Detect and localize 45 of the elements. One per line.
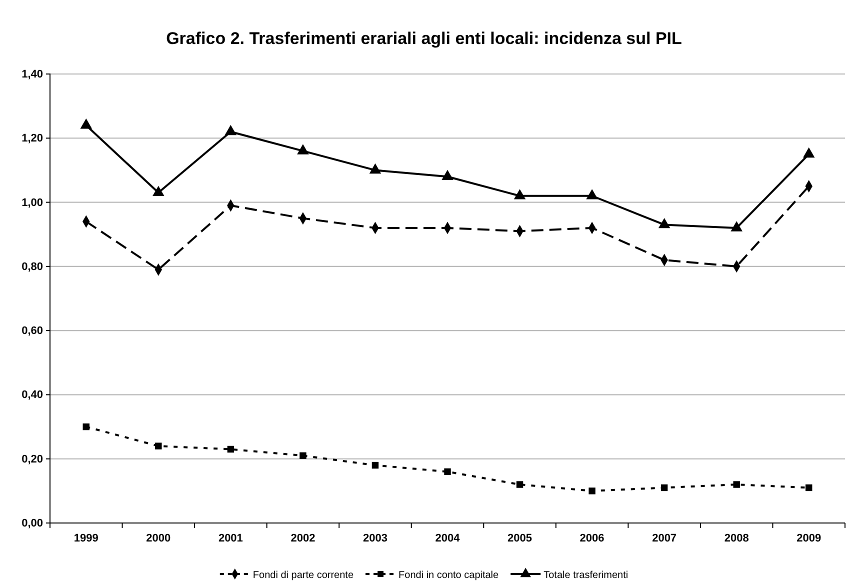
- point: [442, 170, 454, 180]
- point: [588, 488, 596, 494]
- x-tick-label: 2002: [290, 532, 316, 544]
- x-tick-label: 2009: [796, 532, 822, 544]
- point: [82, 423, 90, 430]
- x-tick-label: 1999: [74, 532, 98, 544]
- y-tick-label: 0,80: [22, 260, 43, 273]
- point: [297, 144, 309, 154]
- y-tick-label: 1,00: [22, 196, 43, 209]
- x-tick-label: 2005: [508, 532, 532, 544]
- y-tick-label: 0,00: [22, 518, 43, 530]
- point: [802, 147, 815, 158]
- y-tick-label: 0,40: [22, 389, 43, 402]
- point: [224, 124, 237, 136]
- point: [80, 118, 92, 129]
- point: [730, 221, 742, 232]
- y-tick-label: 0,60: [22, 325, 43, 338]
- point: [586, 189, 598, 200]
- point: [514, 189, 526, 200]
- chart-title: Grafico 2. Trasferimenti erariali agli enti locali: incidenza sul PIL: [166, 29, 682, 48]
- x-tick-label: 2006: [580, 532, 604, 544]
- point: [516, 481, 524, 488]
- x-tick-label: 2001: [218, 532, 243, 544]
- point: [658, 218, 670, 228]
- y-tick-label: 0,20: [22, 453, 43, 466]
- point: [733, 481, 740, 488]
- legend-label: Totale trasferimenti: [544, 570, 628, 581]
- point: [227, 446, 234, 453]
- x-tick-label: 2004: [435, 532, 461, 544]
- x-tick-label: 2003: [362, 532, 388, 544]
- point: [372, 462, 379, 469]
- y-tick-label: 1,40: [22, 68, 43, 81]
- x-tick-label: 2007: [652, 532, 677, 544]
- point: [300, 452, 306, 460]
- point: [152, 186, 164, 196]
- point: [155, 442, 162, 450]
- x-tick-label: 2000: [146, 532, 171, 544]
- point: [806, 484, 812, 492]
- point: [444, 468, 451, 476]
- legend-label: Fondi in conto capitale: [398, 570, 500, 581]
- x-tick-label: 2008: [724, 532, 749, 544]
- legend-label: Fondi di parte corrente: [252, 570, 354, 581]
- point: [660, 484, 668, 492]
- point: [369, 163, 382, 174]
- y-tick-label: 1,20: [22, 132, 43, 145]
